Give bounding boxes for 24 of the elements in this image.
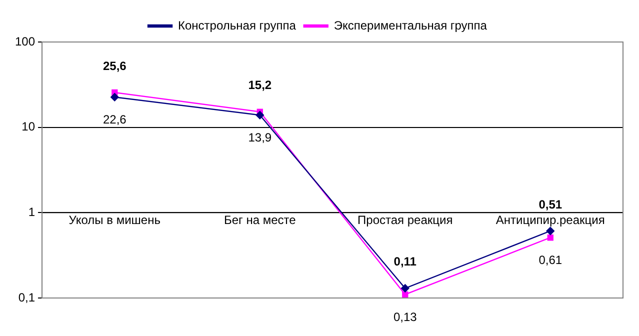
- data-label: 13,9: [248, 130, 272, 144]
- data-label: 0,13: [393, 310, 418, 324]
- data-label: 0,61: [538, 252, 562, 267]
- x-tick-label: Бег на месте: [224, 212, 296, 227]
- y-tick-label: 10: [22, 120, 36, 134]
- x-tick-label: Уколы в мишень: [68, 212, 160, 227]
- legend-label: Констрольная группа: [178, 18, 296, 32]
- point: [546, 226, 554, 236]
- point: [402, 291, 408, 298]
- data-label: 25,6: [102, 58, 127, 73]
- data-label: 0,51: [538, 197, 562, 212]
- data-label: 15,2: [248, 78, 272, 92]
- data-label: 22,6: [102, 112, 127, 126]
- x-tick-label: Простая реакция: [358, 212, 453, 227]
- legend-label: Экспериментальная группа: [334, 18, 488, 32]
- point: [401, 284, 410, 292]
- point: [547, 234, 554, 241]
- y-tick-label: 1: [28, 204, 36, 219]
- x-tick-label: Антиципир.реакция: [496, 212, 605, 227]
- data-label: 0,11: [394, 254, 417, 269]
- y-tick-label: 100: [14, 34, 36, 48]
- y-tick-label: 0,1: [18, 290, 36, 304]
- point: [110, 93, 119, 102]
- point: [256, 111, 264, 120]
